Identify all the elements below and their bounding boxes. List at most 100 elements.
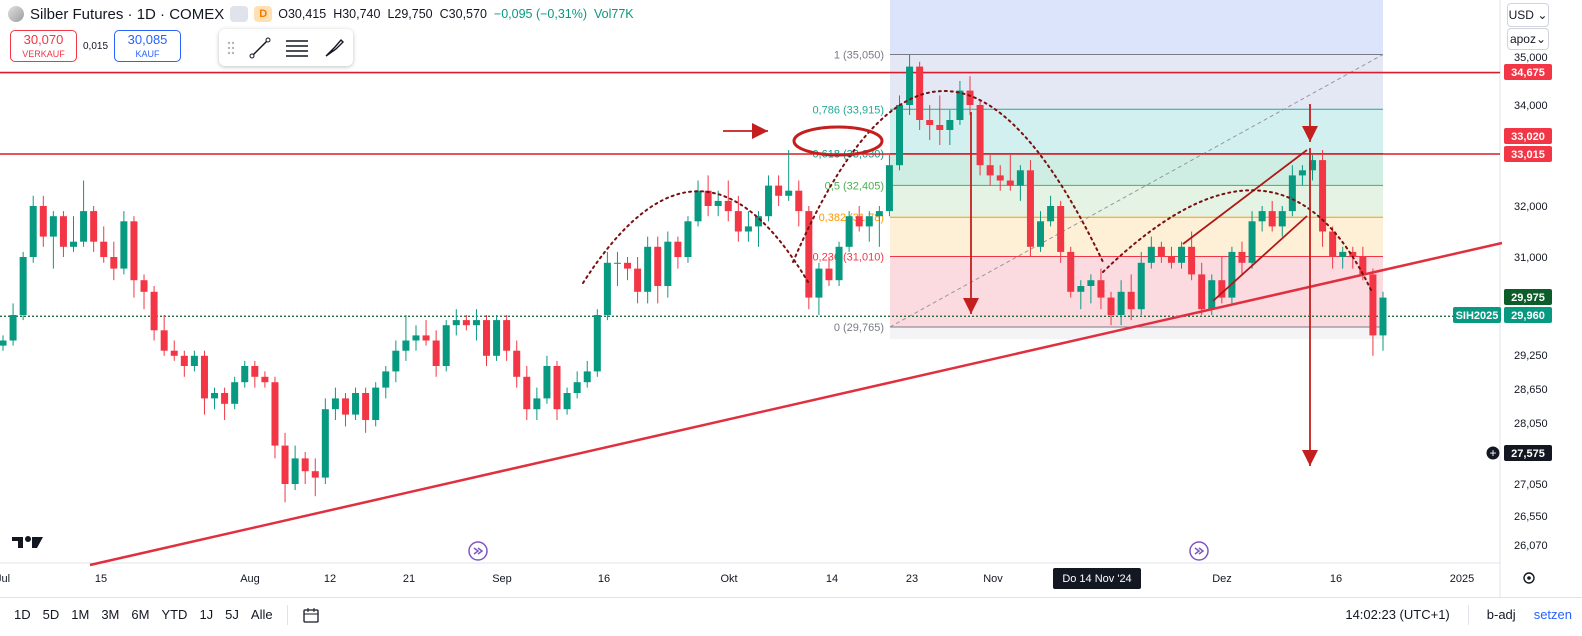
spread-value: 0,015 bbox=[83, 40, 109, 52]
currency-label: USD bbox=[1508, 8, 1534, 22]
x-axis-tick: 12 bbox=[324, 573, 336, 585]
channel-lower-line bbox=[1212, 215, 1308, 302]
settings-link[interactable]: setzen bbox=[1533, 607, 1572, 622]
buy-button[interactable]: 30,085 KAUF bbox=[114, 30, 182, 62]
timeframe-button[interactable]: 1D bbox=[14, 607, 31, 622]
timeframe-button[interactable]: 5J bbox=[225, 607, 239, 622]
timeframe-button[interactable]: 1J bbox=[199, 607, 214, 622]
candle-body bbox=[1228, 251, 1236, 298]
candle-body bbox=[513, 350, 521, 377]
candle-body bbox=[321, 409, 329, 478]
candle-body bbox=[875, 211, 883, 217]
candle-body bbox=[1268, 211, 1276, 227]
x-axis-tick: Nov bbox=[983, 573, 1003, 585]
market-status-icon[interactable] bbox=[230, 6, 249, 22]
pattern-arc bbox=[582, 190, 809, 284]
candle-body bbox=[654, 246, 662, 286]
candle-body bbox=[170, 350, 178, 356]
candle-body bbox=[865, 216, 873, 227]
symbol-title[interactable]: Silber Futures · 1D · COMEX bbox=[30, 5, 225, 23]
currency-select[interactable]: USD ⌄ bbox=[1507, 3, 1549, 27]
fib-zone bbox=[890, 54, 1383, 110]
candle-body bbox=[140, 280, 148, 292]
candle-body bbox=[19, 257, 27, 315]
timeframe-button[interactable]: 1M bbox=[71, 607, 90, 622]
candle-body bbox=[341, 398, 349, 415]
candle-body bbox=[795, 190, 803, 212]
candle-body bbox=[835, 246, 843, 281]
trend-line-icon[interactable] bbox=[249, 37, 271, 59]
candle-body bbox=[241, 366, 249, 383]
timeframe-button[interactable]: 5D bbox=[42, 607, 60, 622]
timeframe-button[interactable]: 3M bbox=[101, 607, 120, 622]
candle-body bbox=[1258, 211, 1266, 222]
candle-body bbox=[634, 268, 642, 292]
candle-body bbox=[1117, 291, 1125, 315]
price-label-box bbox=[1504, 289, 1552, 305]
timeframe-button[interactable]: 6M bbox=[131, 607, 150, 622]
candle-body bbox=[1308, 160, 1316, 171]
buy-price: 30,085 bbox=[127, 32, 168, 47]
delay-badge[interactable]: D bbox=[254, 6, 273, 22]
sell-label: VERKAUF bbox=[22, 49, 65, 59]
volume-value: Vol77K bbox=[594, 7, 634, 21]
pattern-arc bbox=[1102, 189, 1372, 291]
fib-bottom-zone bbox=[890, 326, 1383, 339]
candle-body bbox=[130, 221, 138, 281]
y-axis-tick: 26,070 bbox=[1514, 540, 1548, 552]
candle-body bbox=[553, 366, 561, 410]
candle-body bbox=[80, 211, 88, 242]
candle-body bbox=[573, 382, 581, 393]
add-alert-icon bbox=[1485, 445, 1501, 461]
candle-body bbox=[49, 216, 57, 237]
candle-body bbox=[9, 315, 17, 341]
sell-button[interactable]: 30,070 VERKAUF bbox=[10, 30, 77, 62]
price-label: 33,015 bbox=[1511, 149, 1545, 161]
fib-level-label: 0,236 (31,010) bbox=[812, 251, 884, 263]
price-label: 29,960 bbox=[1511, 310, 1545, 322]
clock-time[interactable]: 14:02:23 (UTC+1) bbox=[1345, 607, 1450, 622]
timeframe-button[interactable]: YTD bbox=[161, 607, 188, 622]
candle-body bbox=[1127, 291, 1135, 310]
candle-body bbox=[563, 393, 571, 410]
candle-body bbox=[1057, 206, 1065, 252]
candle-body bbox=[674, 241, 682, 257]
symbol-logo-icon[interactable] bbox=[8, 6, 24, 22]
fib-top-zone bbox=[890, 0, 1383, 55]
brush-icon[interactable] bbox=[323, 37, 345, 59]
candle-body bbox=[1238, 251, 1246, 263]
fib-tool-icon[interactable] bbox=[285, 37, 309, 59]
adjust-toggle[interactable]: b-adj bbox=[1486, 607, 1516, 622]
candle-body bbox=[583, 371, 591, 383]
drag-handle-icon[interactable] bbox=[227, 40, 235, 56]
candle-body bbox=[160, 330, 168, 351]
candle-body bbox=[452, 320, 460, 326]
y-axis-tick: 29,250 bbox=[1514, 350, 1548, 362]
candle-body bbox=[976, 105, 984, 166]
candle-body bbox=[422, 335, 430, 341]
candle-body bbox=[1037, 221, 1045, 247]
candle-body bbox=[986, 165, 994, 176]
candle-body bbox=[1218, 280, 1226, 298]
calendar-icon[interactable] bbox=[302, 606, 320, 624]
scale-mode-select[interactable]: apoz⌄ bbox=[1507, 28, 1549, 50]
candle-body bbox=[150, 291, 158, 331]
candle-body bbox=[754, 216, 762, 227]
candle-body bbox=[1379, 297, 1387, 336]
candle-body bbox=[1157, 246, 1165, 257]
candle-body bbox=[372, 387, 380, 420]
candle-body bbox=[785, 190, 793, 196]
candle-body bbox=[483, 320, 491, 356]
candle-body bbox=[966, 90, 974, 105]
candle-body bbox=[1067, 251, 1075, 292]
crosshair-date-label: Do 14 Nov '24 bbox=[1062, 573, 1131, 585]
candle-body bbox=[1198, 274, 1206, 310]
candle-body bbox=[926, 120, 934, 125]
buy-label: KAUF bbox=[135, 49, 160, 59]
candle-body bbox=[120, 221, 128, 269]
candle-body bbox=[1288, 175, 1296, 212]
timeframe-button[interactable]: Alle bbox=[250, 607, 273, 622]
x-axis-tick: Aug bbox=[240, 573, 260, 585]
candle-body bbox=[392, 350, 400, 372]
